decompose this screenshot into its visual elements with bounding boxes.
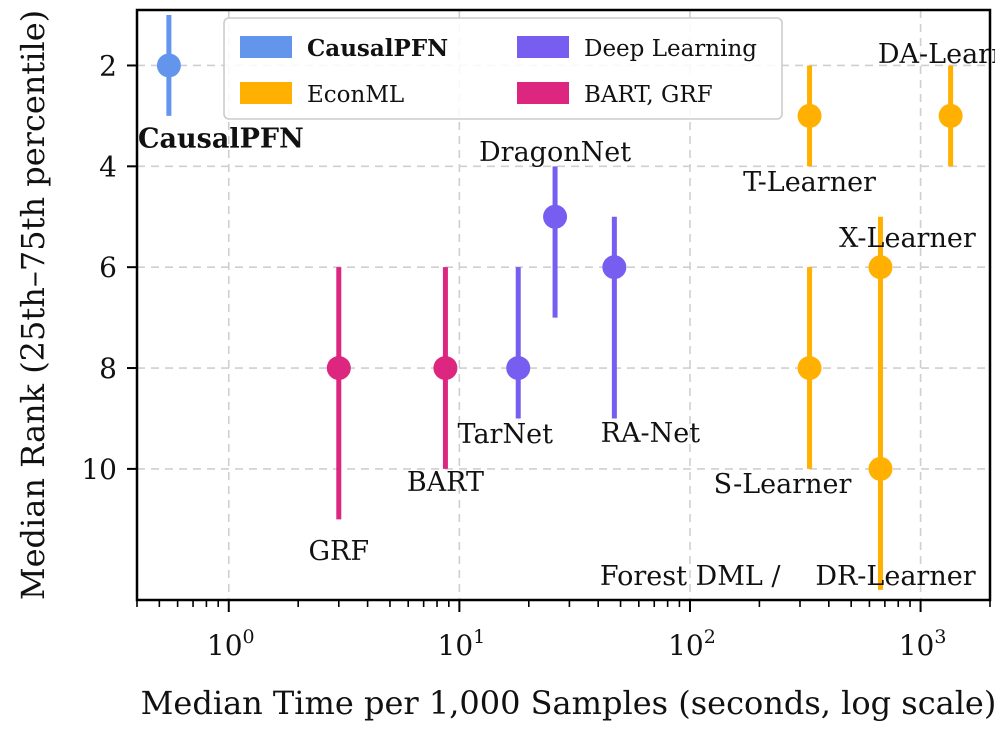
y-axis-title: Median Rank (25th–75th percentile) (14, 10, 52, 600)
plot-frame (135, 8, 992, 602)
label-grf: GRF (308, 536, 369, 567)
label-dr-learner: DR-Learner (815, 561, 975, 592)
point-causalpfn (156, 53, 181, 78)
point-dr-learner (868, 456, 893, 481)
y-tick-label: 2 (99, 49, 117, 82)
annotation-forest-dml: Forest DML / (600, 561, 781, 592)
point-dragonnet (543, 204, 568, 229)
y-tick-label: 4 (99, 150, 117, 183)
point-layer (156, 53, 963, 481)
point-ra-net (602, 255, 627, 280)
x-tick-label: 102 (668, 626, 716, 662)
point-label-layer: CausalPFN GRF BART TarNet DragonNet RA-Net T-L… (138, 39, 995, 592)
label-causalpfn: CausalPFN (138, 123, 304, 154)
label-dragonnet: DragonNet (479, 137, 631, 168)
legend-swatch-deep-learning (517, 36, 569, 58)
point-da-learner (938, 103, 963, 128)
legend-swatch-bart-grf (517, 82, 569, 104)
x-tick-label: 101 (438, 626, 486, 662)
label-t-learner: T-Learner (743, 167, 876, 198)
tick-layer: 2 4 6 8 10 100 101 102 103 (81, 49, 991, 662)
point-t-learner (797, 103, 822, 128)
label-da-learner: DA-Learner (878, 39, 995, 70)
point-s-learner (797, 356, 822, 381)
legend-label-econml: EconML (307, 82, 404, 108)
legend: CausalPFN EconML Deep Learning BART, GRF (223, 17, 783, 120)
label-tarnet: TarNet (458, 419, 554, 450)
y-tick-label: 10 (81, 453, 117, 486)
label-bart: BART (407, 467, 484, 498)
legend-label-bart-grf: BART, GRF (584, 82, 713, 108)
legend-label-deep-learning: Deep Learning (584, 36, 757, 62)
legend-swatch-causalpfn (240, 36, 292, 58)
label-ra-net: RA-Net (601, 418, 701, 449)
point-x-learner (868, 255, 893, 280)
y-tick-label: 6 (99, 251, 117, 284)
label-s-learner: S-Learner (714, 469, 852, 500)
x-axis-title: Median Time per 1,000 Samples (seconds, … (141, 684, 995, 722)
legend-swatch-econml (240, 82, 292, 104)
legend-frame (223, 17, 783, 120)
x-tick-label: 103 (899, 626, 947, 662)
point-grf (326, 356, 351, 381)
point-tarnet (506, 356, 531, 381)
x-tick-label: 100 (207, 626, 255, 662)
point-bart (433, 356, 458, 381)
legend-label-causalpfn: CausalPFN (307, 35, 448, 62)
label-x-learner: X-Learner (839, 223, 976, 254)
y-tick-label: 8 (99, 352, 117, 385)
